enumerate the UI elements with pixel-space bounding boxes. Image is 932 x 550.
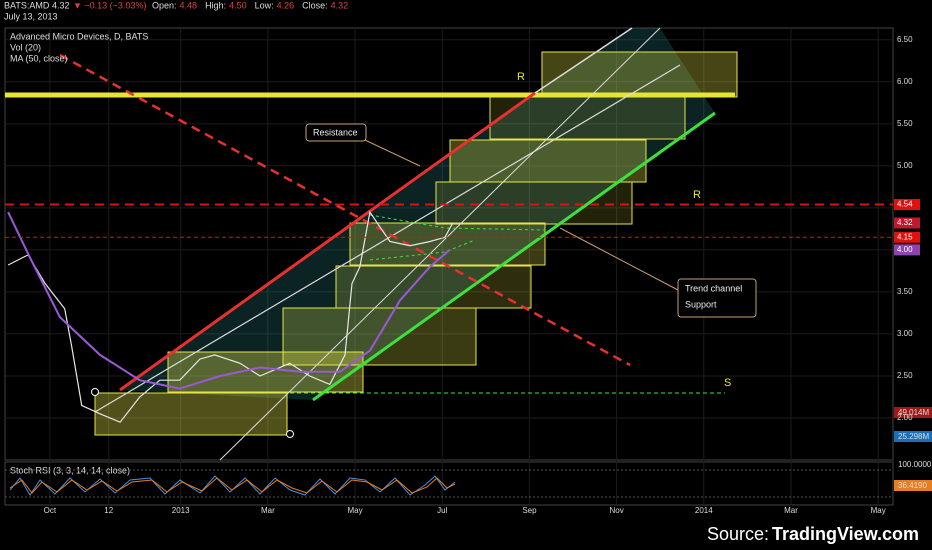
- x-tick-label: 2014: [695, 506, 713, 515]
- y-tick-label: 5.00: [897, 161, 913, 170]
- chart-title: Advanced Micro Devices, D, BATS: [10, 31, 148, 41]
- x-tick-label: 12: [104, 506, 113, 515]
- stoch-d: [9, 477, 456, 494]
- x-tick-label: Mar: [784, 506, 798, 515]
- field-value: 4.50: [229, 0, 247, 10]
- triangle-top: [369, 214, 546, 231]
- price-tag: 4.15: [897, 232, 913, 241]
- field-value: 4.26: [277, 0, 295, 10]
- price-tag-bg: [894, 244, 920, 256]
- callout-box: [677, 278, 757, 318]
- plot-frame: [4, 27, 894, 461]
- channel-bottom: [312, 111, 716, 402]
- annotation: Resistance: [313, 127, 358, 137]
- volume-tag-bg: [894, 431, 932, 442]
- annotation: Trend channel: [685, 283, 742, 293]
- indicator: Vol (20): [10, 42, 41, 52]
- volume-tag-bg: [894, 407, 932, 418]
- source-site: TradingView.com: [772, 524, 919, 544]
- source-label: Source:: [707, 524, 769, 544]
- y-tick-label: 2.00: [897, 413, 913, 422]
- legend-entry: MA (50, close): [10, 53, 68, 63]
- box: [489, 96, 686, 140]
- x-tick-label: Oct: [44, 506, 57, 515]
- stoch-tag: 36.4190: [898, 481, 927, 490]
- price-tag-bg: [894, 198, 920, 210]
- symbol: BATS:AMD: [4, 0, 50, 10]
- y-tick-label: 5.50: [897, 119, 913, 128]
- x-tick-label: May: [347, 506, 362, 515]
- anchor: [286, 430, 294, 438]
- annotation: Support: [685, 299, 717, 309]
- series-line: [7, 210, 454, 423]
- channel-top: [119, 91, 536, 392]
- anchor: [91, 388, 99, 396]
- volume-tag: 25.298M: [898, 432, 929, 441]
- price-tag-bg: [894, 217, 920, 229]
- stoch-tag-bg: [894, 480, 932, 491]
- stoch-frame: [4, 461, 894, 506]
- y-tick-label: 3.50: [897, 287, 913, 296]
- price-tag: 4.00: [897, 245, 913, 254]
- series: [7, 210, 454, 423]
- annotation: S: [724, 377, 731, 389]
- callout-box: [305, 123, 367, 142]
- channel-line: [219, 27, 661, 461]
- field-label: High:: [205, 0, 226, 10]
- callout-line: [364, 139, 421, 167]
- x-tick-label: Sep: [522, 506, 537, 515]
- quote-fields: Open: 4.48 High: 4.50 Low: 4.26 Close: 4.32: [152, 0, 348, 10]
- field-label: Close:: [302, 0, 328, 10]
- last-price: 4.32: [52, 0, 70, 10]
- price-tag: 4.32: [897, 218, 913, 227]
- field-label: Open:: [152, 0, 177, 10]
- volume-tag: 49.014M: [898, 408, 929, 417]
- callout-line: [559, 227, 679, 291]
- y-tick-label: 6.00: [897, 77, 913, 86]
- change: ▼ −0.13 (−3.03%): [73, 0, 146, 10]
- box: [335, 265, 532, 309]
- annotation: R: [693, 189, 701, 201]
- x-tick-label: 2013: [172, 506, 190, 515]
- channel-fill: [120, 28, 715, 400]
- downtrend-line: [59, 53, 631, 367]
- box: [541, 51, 738, 98]
- series-line: [7, 211, 451, 390]
- price-tag: 4.54: [897, 200, 913, 209]
- box: [435, 181, 633, 225]
- box: [94, 392, 288, 436]
- date: July 13, 2013: [4, 11, 58, 21]
- box: [449, 139, 647, 183]
- field-value: 4.48: [180, 0, 198, 10]
- y-tick-label: 3.00: [897, 329, 913, 338]
- y-tick-label: 6.50: [897, 35, 913, 44]
- annotation: R: [517, 71, 525, 83]
- y-tick-label: 2.50: [897, 371, 913, 380]
- price-tag-bg: [894, 231, 920, 243]
- x-tick-label: Mar: [261, 506, 275, 515]
- field-label: Low:: [255, 0, 274, 10]
- x-tick-label: May: [871, 506, 886, 515]
- x-tick-label: Nov: [609, 506, 623, 515]
- x-tick-label: Jul: [437, 506, 447, 515]
- triangle-bottom: [369, 239, 476, 261]
- field-value: 4.32: [331, 0, 349, 10]
- channel-top-ext: [534, 27, 633, 94]
- stoch-tag: 100.0000: [898, 460, 932, 469]
